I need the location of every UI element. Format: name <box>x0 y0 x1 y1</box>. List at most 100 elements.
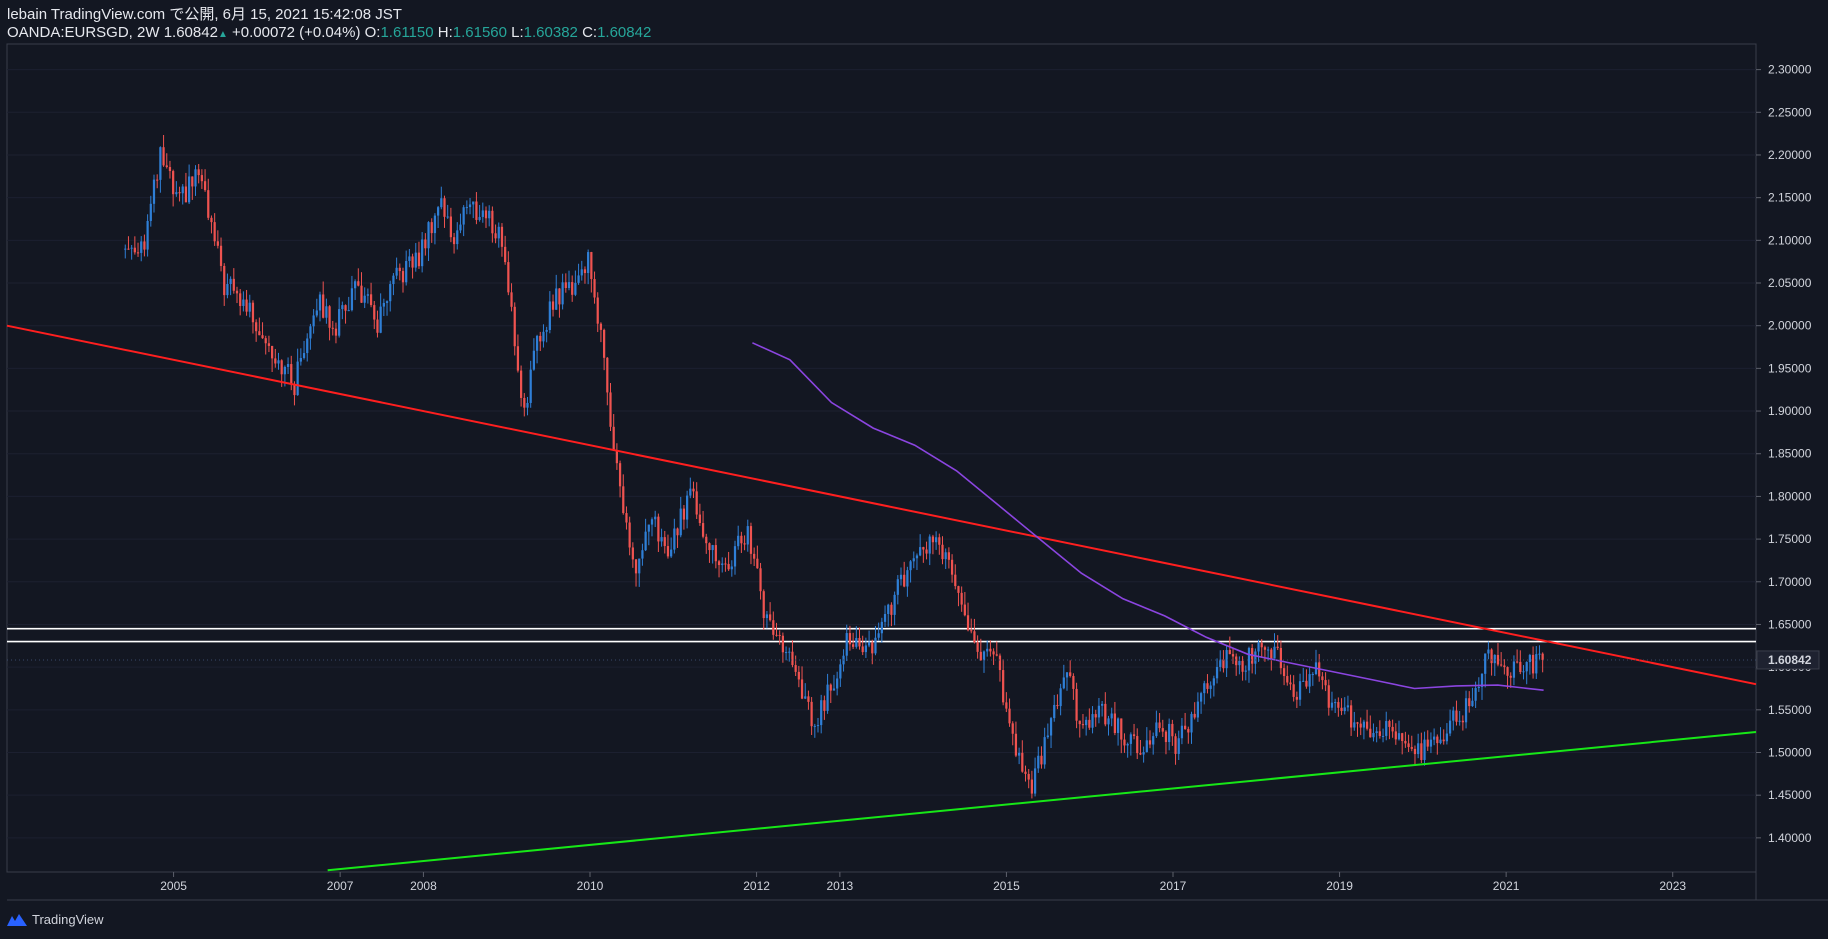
candle-body <box>1464 698 1468 723</box>
candle-body <box>1423 739 1426 760</box>
candle-body <box>1027 773 1030 780</box>
candle-body <box>207 190 210 218</box>
candle-body <box>982 651 986 661</box>
candle-body <box>516 346 520 371</box>
candle-body <box>1241 660 1244 672</box>
candle-body <box>823 700 826 711</box>
candle-body <box>1346 705 1350 708</box>
candle-body <box>1426 739 1429 747</box>
candle-body <box>1506 667 1509 676</box>
candle-body <box>1385 721 1388 736</box>
candle-body <box>472 201 475 205</box>
moving-average-line <box>752 342 1544 691</box>
symbol-label: OANDA:EURSGD, 2W <box>7 24 160 41</box>
candle-body <box>577 275 580 283</box>
candle-body <box>1040 755 1043 765</box>
candle-body <box>1397 733 1401 740</box>
time-tick-label: 2013 <box>827 879 854 893</box>
candle-body <box>373 305 376 320</box>
candle-body <box>931 536 935 543</box>
candle-body <box>998 655 1002 671</box>
candle-body <box>306 338 309 354</box>
candle-body <box>986 648 989 652</box>
candle-body <box>1094 714 1097 718</box>
candle-body <box>1493 654 1496 664</box>
candle-body <box>580 269 583 276</box>
candle-body <box>1110 713 1113 719</box>
candle-body <box>612 426 615 451</box>
candle-body <box>1155 722 1158 737</box>
candle-body <box>443 198 446 217</box>
candle-body <box>1270 649 1273 659</box>
candle-body <box>504 246 507 263</box>
candle-body <box>772 620 775 635</box>
candle-body <box>468 204 472 208</box>
candle-body <box>676 528 679 536</box>
candle-body <box>200 175 203 182</box>
candle-body <box>242 299 245 306</box>
candle-body <box>462 207 465 225</box>
candle-body <box>452 237 456 245</box>
candle-body <box>1161 728 1164 732</box>
candle-body <box>1180 725 1184 739</box>
candle-body <box>459 224 462 231</box>
candle-body <box>1053 704 1056 719</box>
candle-body <box>1340 707 1343 712</box>
candle-body <box>906 570 909 587</box>
candle-body <box>405 260 408 283</box>
candle-body <box>1091 714 1094 728</box>
candle-body <box>280 360 283 375</box>
candle-body <box>494 233 497 239</box>
candle-body <box>175 192 178 195</box>
candle-body <box>392 275 395 285</box>
candle-body <box>1014 733 1018 756</box>
candle-body <box>357 281 360 286</box>
candle-body <box>481 210 484 217</box>
price-axis[interactable]: 2.30000 2.25000 2.20000 2.15000 2.10000 2.050… <box>7 63 1820 845</box>
candle-body <box>1525 662 1528 672</box>
time-axis[interactable]: 2005 2007 2008 2010 2012 2013 2015 2017 2019 2021… <box>160 872 1686 893</box>
candle-body <box>1484 653 1487 674</box>
footer-brand-label: TradingView <box>32 912 104 927</box>
candle-body <box>1129 734 1132 744</box>
candle-body <box>1142 752 1145 755</box>
candle-body <box>800 679 804 699</box>
last-price: 1.60842 <box>163 24 218 41</box>
footer-brand[interactable]: TradingView <box>6 912 104 927</box>
candle-body <box>1123 739 1126 746</box>
candle-body <box>1215 666 1219 679</box>
candle-body <box>848 633 852 645</box>
candle-body <box>548 301 551 330</box>
candle-body <box>344 305 347 311</box>
candle-body <box>1072 675 1075 689</box>
candle-body <box>427 222 430 249</box>
candle-body <box>768 614 772 621</box>
candle-body <box>673 528 676 550</box>
candle-body <box>845 633 848 656</box>
candle-body <box>957 586 960 593</box>
candle-body <box>810 701 813 727</box>
candle-body <box>609 392 612 427</box>
candle-body <box>1168 723 1171 743</box>
candle-body <box>1353 722 1356 728</box>
candle-body <box>1362 721 1366 728</box>
candle-body <box>705 536 708 544</box>
candle-body <box>641 550 644 559</box>
candle-body <box>535 335 539 351</box>
candle-body <box>526 402 529 408</box>
candle-body <box>887 604 890 615</box>
candle-body <box>816 725 820 727</box>
time-tick-label: 2017 <box>1160 879 1187 893</box>
time-tick-label: 2010 <box>577 879 604 893</box>
candle-body <box>685 495 689 520</box>
candle-body <box>156 179 159 181</box>
candle-body <box>1375 731 1378 733</box>
candle-body <box>1101 703 1104 706</box>
candle-body <box>1228 650 1231 655</box>
time-tick-label: 2019 <box>1326 879 1353 893</box>
candle-body <box>513 306 516 347</box>
candle-body <box>1260 642 1263 648</box>
candle-body <box>1190 713 1193 733</box>
candle-body <box>941 544 944 560</box>
